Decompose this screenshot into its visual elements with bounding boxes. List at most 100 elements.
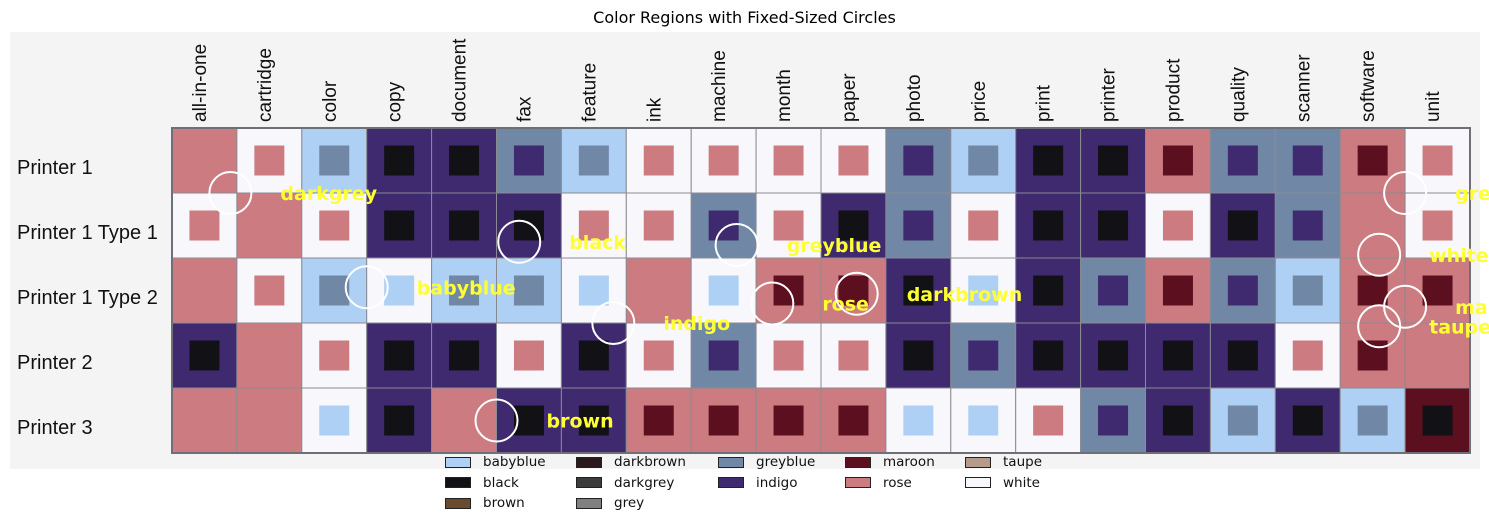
legend-item-rose: rose (845, 473, 912, 493)
legend-swatch-black (445, 477, 471, 488)
cell-2-7 (625, 257, 692, 324)
cell-inner-4-8 (708, 405, 739, 436)
cell-inner-4-15 (1162, 405, 1193, 436)
legend-label-black: black (483, 474, 519, 491)
row-label-2: Printer 1 Type 2 (17, 287, 158, 309)
legend-item-indigo: indigo (718, 473, 797, 493)
column-label-software: software (1358, 50, 1379, 122)
circle-label-babyblue: babyblue (417, 277, 516, 299)
cell-inner-4-6 (578, 405, 609, 436)
row-label-3: Printer 2 (17, 352, 93, 374)
column-label-print: print (1034, 84, 1055, 122)
circle-marker-taupe (1357, 304, 1402, 349)
circle-label-indigo: indigo (663, 313, 730, 335)
column-label-ink: ink (644, 97, 665, 122)
circle-marker-black (497, 219, 542, 264)
column-label-scanner: scanner (1293, 54, 1314, 122)
cell-4-11 (885, 387, 952, 454)
cell-inner-1-9 (773, 210, 804, 241)
cell-2-0 (171, 257, 238, 324)
column-label-copy: copy (385, 81, 406, 122)
cell-inner-2-6 (578, 275, 609, 306)
cell-4-8 (690, 387, 757, 454)
cell-inner-2-14 (1098, 275, 1129, 306)
column-label-price: price (969, 81, 990, 122)
cell-inner-4-3 (384, 405, 415, 436)
column-label-quality: quality (1228, 67, 1249, 122)
cell-inner-1-10 (838, 210, 869, 241)
cell-inner-1-0 (189, 210, 220, 241)
cell-inner-1-11 (903, 210, 934, 241)
cell-inner-0-10 (838, 145, 869, 176)
circle-marker-darkbrown (834, 271, 879, 316)
cell-4-1 (236, 387, 303, 454)
cell-inner-1-15 (1162, 210, 1193, 241)
row-label-1: Printer 1 Type 1 (17, 222, 158, 244)
cell-inner-0-6 (578, 145, 609, 176)
cell-inner-4-9 (773, 405, 804, 436)
cell-2-15 (1145, 257, 1211, 324)
cell-1-18 (1339, 192, 1406, 259)
row-labels: Printer 1 Printer 1 Type 1 Printer 1 Type … (17, 157, 158, 439)
cell-inner-2-18 (1357, 275, 1388, 306)
cell-inner-3-10 (838, 340, 869, 371)
cell-inner-0-12 (968, 145, 999, 176)
cell-inner-2-13 (1033, 275, 1064, 306)
cell-inner-4-19 (1422, 405, 1453, 436)
cell-inner-0-18 (1357, 145, 1388, 176)
cell-inner-1-7 (643, 210, 674, 241)
cell-inner-4-12 (968, 405, 999, 436)
legend: babyblue black brown darkbrown darkgrey grey g… (445, 452, 1105, 522)
cell-inner-2-3 (384, 275, 415, 306)
cells-layer (171, 127, 1471, 454)
column-label-month: month (774, 69, 795, 122)
cell-0-0 (171, 127, 238, 194)
column-label-all-in-one: all-in-one (190, 44, 211, 122)
cell-inner-3-6 (578, 340, 609, 371)
circle-marker-darkgrey (208, 171, 253, 215)
cell-inner-3-3 (384, 340, 415, 371)
cell-inner-2-5 (513, 275, 544, 306)
legend-item-black: black (445, 473, 519, 493)
legend-item-brown: brown (445, 493, 525, 513)
cell-inner-4-14 (1098, 405, 1129, 436)
cell-inner-3-17 (1292, 340, 1323, 371)
legend-swatch-white (965, 477, 991, 488)
cell-inner-3-14 (1098, 340, 1129, 371)
cell-inner-0-1 (254, 145, 285, 176)
legend-label-rose: rose (883, 474, 912, 491)
circle-label-white: white (1429, 245, 1489, 267)
circle-marker-babyblue (344, 265, 389, 310)
legend-label-darkgrey: darkgrey (614, 474, 675, 491)
cell-inner-0-5 (513, 145, 544, 176)
cell-inner-3-12 (968, 340, 999, 371)
cell-inner-2-2 (319, 275, 350, 306)
cell-inner-3-11 (903, 340, 934, 371)
legend-swatch-rose (845, 477, 871, 488)
cell-inner-0-13 (1033, 145, 1064, 176)
legend-item-maroon: maroon (845, 452, 935, 472)
legend-label-taupe: taupe (1003, 454, 1042, 470)
legend-swatch-taupe (965, 456, 991, 468)
cell-inner-3-2 (319, 340, 350, 371)
cell-inner-0-7 (643, 145, 674, 176)
cell-inner-4-10 (838, 405, 869, 436)
circle-marker-indigo (591, 301, 636, 345)
legend-label-white: white (1003, 474, 1040, 491)
cell-inner-1-8 (708, 210, 739, 241)
column-label-fax: fax (515, 96, 536, 122)
legend-label-greyblue: greyblue (756, 454, 816, 470)
cell-inner-4-18 (1357, 405, 1388, 436)
cell-inner-3-4 (449, 340, 480, 371)
legend-item-taupe: taupe (965, 452, 1042, 472)
cell-4-4 (431, 387, 498, 454)
circle-label-black: black (569, 232, 626, 254)
legend-swatch-brown (445, 497, 471, 509)
circle-label-brown: brown (547, 411, 614, 433)
legend-swatch-darkbrown (576, 456, 602, 468)
cell-inner-1-19 (1422, 210, 1453, 241)
legend-swatch-grey (576, 497, 602, 509)
legend-item-darkbrown: darkbrown (576, 452, 686, 472)
cell-inner-4-11 (903, 405, 934, 436)
column-label-printer: printer (1099, 67, 1120, 122)
